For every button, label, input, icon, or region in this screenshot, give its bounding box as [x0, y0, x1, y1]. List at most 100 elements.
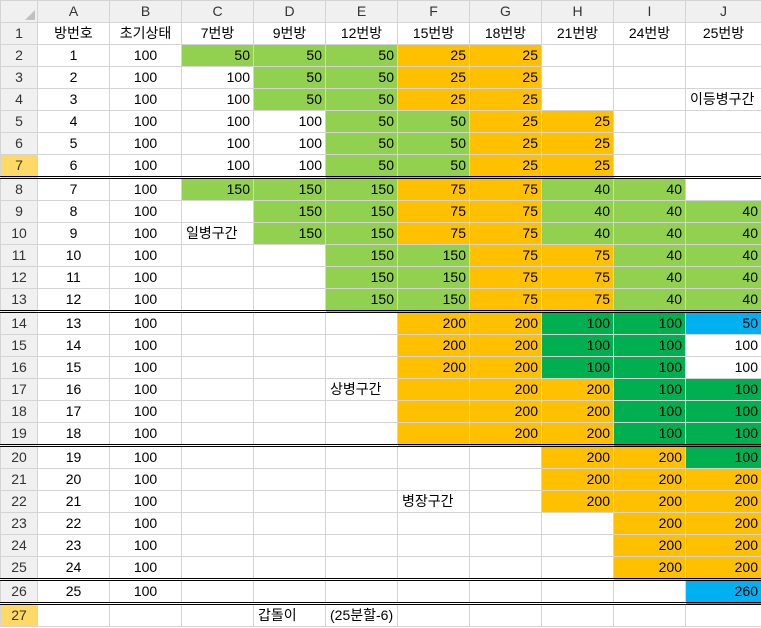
cell-h20[interactable]: 200 — [541, 445, 614, 469]
cell-h10[interactable]: 40 — [541, 222, 614, 245]
cell-b1[interactable]: 초기상태 — [109, 22, 182, 45]
cell-j8[interactable] — [685, 177, 761, 201]
cell-g20[interactable] — [469, 445, 542, 469]
cell-d19[interactable] — [253, 422, 326, 447]
cell-d13[interactable] — [253, 288, 326, 313]
cell-c2[interactable]: 50 — [181, 44, 254, 67]
cell-h26[interactable] — [541, 579, 614, 605]
cell-h3[interactable] — [541, 66, 614, 89]
cell-e17[interactable]: 상병구간 — [325, 378, 398, 401]
row-header[interactable]: 23 — [0, 512, 38, 535]
cell-e23[interactable] — [325, 512, 398, 535]
cell-d4[interactable]: 50 — [253, 88, 326, 111]
cell-j20[interactable]: 100 — [685, 445, 761, 469]
row-header[interactable]: 13 — [0, 288, 38, 313]
cell-b3[interactable]: 100 — [109, 66, 182, 89]
cell-a14[interactable]: 13 — [37, 311, 110, 335]
row-header[interactable]: 7 — [0, 154, 38, 179]
cell-i21[interactable]: 200 — [613, 468, 686, 491]
cell-e16[interactable] — [325, 356, 398, 379]
cell-i26[interactable] — [613, 579, 686, 605]
cell-f8[interactable]: 75 — [397, 177, 470, 201]
cell-h23[interactable] — [541, 512, 614, 535]
cell-a21[interactable]: 20 — [37, 468, 110, 491]
cell-c4[interactable]: 100 — [181, 88, 254, 111]
cell-i22[interactable]: 200 — [613, 490, 686, 513]
cell-d27[interactable]: 갑돌이 — [253, 603, 326, 627]
cell-a27[interactable] — [37, 603, 110, 627]
cell-h24[interactable] — [541, 534, 614, 557]
cell-h14[interactable]: 100 — [541, 311, 614, 335]
cell-b2[interactable]: 100 — [109, 44, 182, 67]
cell-c1[interactable]: 7번방 — [181, 22, 254, 45]
cell-f4[interactable]: 25 — [397, 88, 470, 111]
cell-h2[interactable] — [541, 44, 614, 67]
cell-b8[interactable]: 100 — [109, 177, 182, 201]
row-header[interactable]: 19 — [0, 422, 38, 447]
cell-h5[interactable]: 25 — [541, 110, 614, 133]
cell-c11[interactable] — [181, 244, 254, 267]
cell-a4[interactable]: 3 — [37, 88, 110, 111]
cell-i2[interactable] — [613, 44, 686, 67]
cell-i18[interactable]: 100 — [613, 400, 686, 423]
cell-g7[interactable]: 25 — [469, 154, 542, 179]
cell-g8[interactable]: 75 — [469, 177, 542, 201]
cell-j19[interactable]: 100 — [685, 422, 761, 447]
cell-c12[interactable] — [181, 266, 254, 289]
cell-d9[interactable]: 150 — [253, 200, 326, 223]
cell-c22[interactable] — [181, 490, 254, 513]
cell-i23[interactable]: 200 — [613, 512, 686, 535]
cell-f6[interactable]: 50 — [397, 132, 470, 155]
row-header[interactable]: 24 — [0, 534, 38, 557]
cell-f7[interactable]: 50 — [397, 154, 470, 179]
cell-e8[interactable]: 150 — [325, 177, 398, 201]
cell-f11[interactable]: 150 — [397, 244, 470, 267]
cell-j5[interactable] — [685, 110, 761, 133]
cell-c6[interactable]: 100 — [181, 132, 254, 155]
cell-h17[interactable]: 200 — [541, 378, 614, 401]
row-header[interactable]: 26 — [0, 579, 38, 605]
cell-g23[interactable] — [469, 512, 542, 535]
cell-a12[interactable]: 11 — [37, 266, 110, 289]
cell-a16[interactable]: 15 — [37, 356, 110, 379]
cell-i16[interactable]: 100 — [613, 356, 686, 379]
cell-b4[interactable]: 100 — [109, 88, 182, 111]
cell-f24[interactable] — [397, 534, 470, 557]
cell-e21[interactable] — [325, 468, 398, 491]
cell-f15[interactable]: 200 — [397, 334, 470, 357]
cell-a25[interactable]: 24 — [37, 556, 110, 581]
cell-i27[interactable] — [613, 603, 686, 627]
column-header-h[interactable]: H — [541, 0, 614, 23]
cell-c14[interactable] — [181, 311, 254, 335]
cell-a24[interactable]: 23 — [37, 534, 110, 557]
cell-b25[interactable]: 100 — [109, 556, 182, 581]
cell-j7[interactable] — [685, 154, 761, 179]
cell-e9[interactable]: 150 — [325, 200, 398, 223]
cell-d21[interactable] — [253, 468, 326, 491]
cell-b14[interactable]: 100 — [109, 311, 182, 335]
cell-g12[interactable]: 75 — [469, 266, 542, 289]
cell-j27[interactable] — [685, 603, 761, 627]
row-header[interactable]: 18 — [0, 400, 38, 423]
cell-a23[interactable]: 22 — [37, 512, 110, 535]
cell-i24[interactable]: 200 — [613, 534, 686, 557]
cell-i5[interactable] — [613, 110, 686, 133]
cell-f1[interactable]: 15번방 — [397, 22, 470, 45]
cell-c3[interactable]: 100 — [181, 66, 254, 89]
cell-f10[interactable]: 75 — [397, 222, 470, 245]
cell-e14[interactable] — [325, 311, 398, 335]
cell-d15[interactable] — [253, 334, 326, 357]
cell-e3[interactable]: 50 — [325, 66, 398, 89]
cell-c25[interactable] — [181, 556, 254, 581]
row-header[interactable]: 2 — [0, 44, 38, 67]
select-all-corner[interactable] — [0, 0, 38, 23]
row-header[interactable]: 11 — [0, 244, 38, 267]
cell-a6[interactable]: 5 — [37, 132, 110, 155]
cell-c18[interactable] — [181, 400, 254, 423]
cell-i25[interactable]: 200 — [613, 556, 686, 581]
cell-c21[interactable] — [181, 468, 254, 491]
cell-g9[interactable]: 75 — [469, 200, 542, 223]
cell-d10[interactable]: 150 — [253, 222, 326, 245]
cell-g15[interactable]: 200 — [469, 334, 542, 357]
row-header[interactable]: 8 — [0, 177, 38, 201]
